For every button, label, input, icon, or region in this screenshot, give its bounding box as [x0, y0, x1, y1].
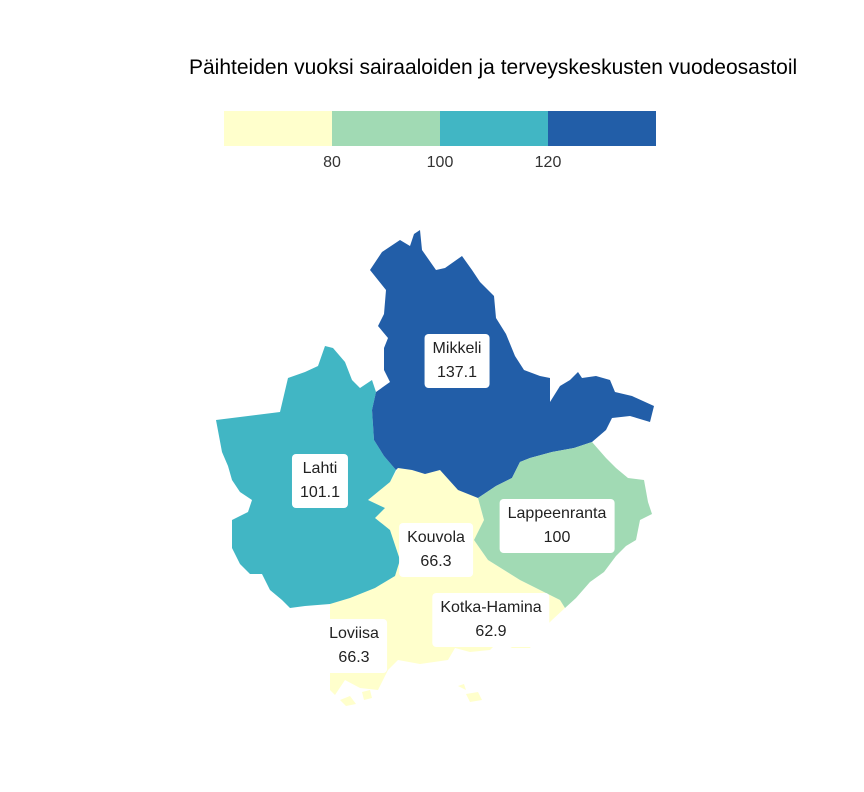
label-mikkeli-value: 137.1: [436, 364, 478, 381]
legend-tick-120: 120: [534, 154, 562, 171]
label-lappeenranta-name: Lappeenranta: [507, 505, 607, 522]
legend-swatch-4: [548, 111, 656, 146]
legend-tick-80: 80: [323, 154, 341, 171]
label-kouvola: Kouvola 66.3: [399, 523, 473, 577]
label-loviisa-name: Loviisa: [329, 625, 379, 642]
color-legend: [224, 111, 656, 146]
label-mikkeli-name: Mikkeli: [432, 340, 482, 357]
label-lahti-value: 101.1: [299, 484, 341, 501]
map-title: Päihteiden vuoksi sairaaloiden ja tervey…: [189, 56, 798, 79]
label-kouvola-value: 66.3: [420, 553, 452, 570]
legend-swatch-2: [332, 111, 440, 146]
label-kotka-hamina: Kotka-Hamina 62.9: [432, 593, 550, 647]
legend-tick-100: 100: [426, 154, 454, 171]
label-kouvola-name: Kouvola: [407, 529, 465, 546]
label-lappeenranta-value: 100: [543, 529, 571, 546]
region-mikkeli[interactable]: [370, 230, 654, 498]
label-kotka-hamina-value: 62.9: [475, 623, 507, 640]
label-lahti-name: Lahti: [302, 460, 338, 477]
region-loviisa-islands: [340, 684, 482, 706]
label-mikkeli: Mikkeli 137.1: [424, 334, 490, 388]
legend-swatch-3: [440, 111, 548, 146]
label-lappeenranta: Lappeenranta 100: [499, 499, 615, 553]
label-kotka-hamina-name: Kotka-Hamina: [440, 599, 542, 616]
label-lahti: Lahti 101.1: [291, 454, 349, 508]
label-loviisa-value: 66.3: [338, 649, 370, 666]
label-loviisa: Loviisa 66.3: [321, 619, 387, 673]
legend-swatch-1: [224, 111, 332, 146]
